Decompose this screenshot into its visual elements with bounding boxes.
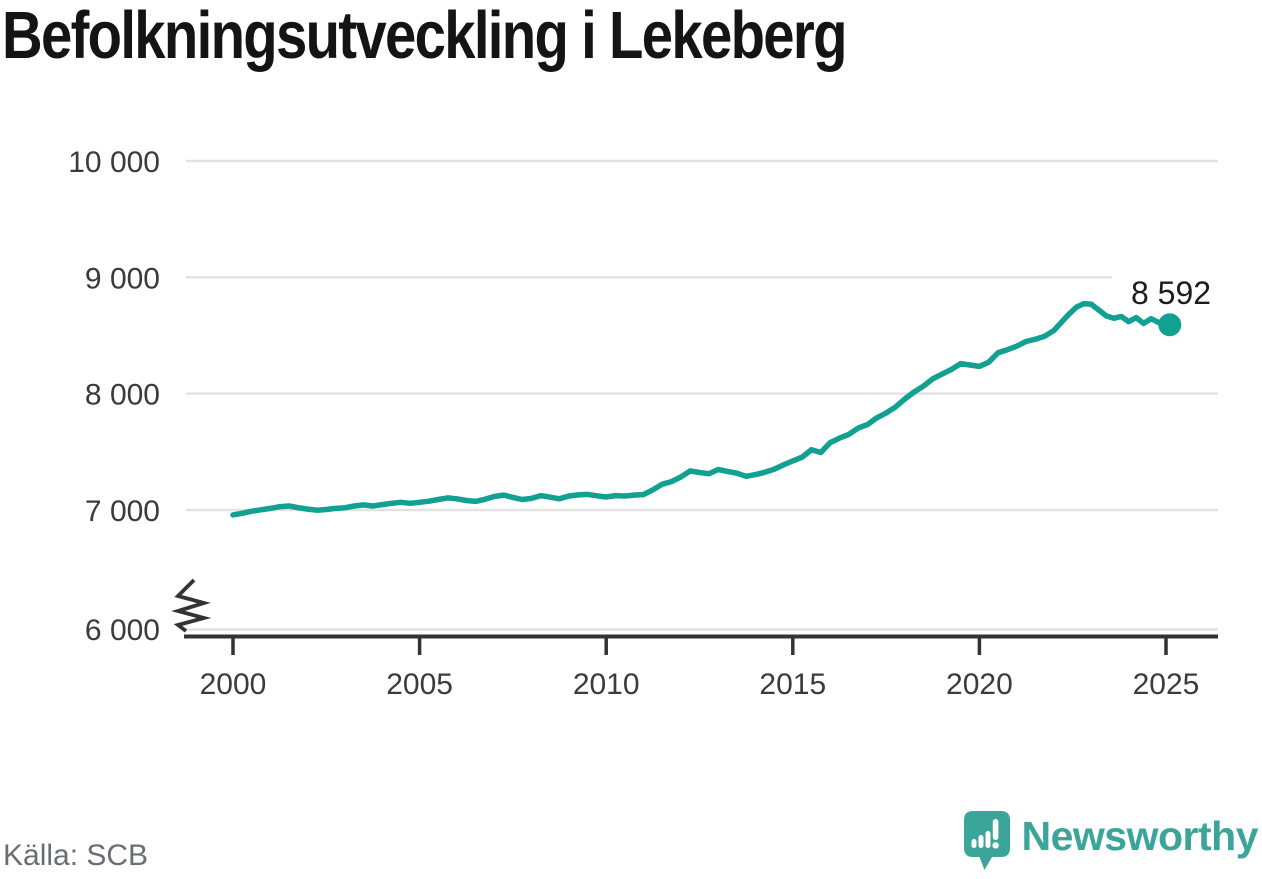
x-tick-label: 2020: [946, 668, 1013, 701]
chart-title: Befolkningsutveckling i Lekeberg: [2, 0, 847, 73]
y-tick-label: 9 000: [85, 262, 160, 295]
population-line: [230, 300, 1173, 518]
x-tick-label: 2010: [573, 668, 640, 701]
end-label-halo: [1112, 272, 1228, 314]
x-tick-label: 2005: [386, 668, 453, 701]
y-tick-label: 10 000: [68, 146, 160, 179]
latest-value-label: 8 592: [1131, 275, 1211, 311]
x-tick-label: 2015: [759, 668, 826, 701]
y-axis-break-icon: [171, 578, 212, 633]
latest-point-marker: [1158, 313, 1182, 337]
y-tick-label: 7 000: [85, 495, 160, 528]
newsworthy-logo: Newsworthy: [963, 810, 1259, 871]
population-line-chart: 2000 2005 2010 2015 2020 2025 10 000 9 000 8 000…: [68, 145, 1228, 701]
x-tick-label: 2025: [1133, 668, 1200, 701]
source-note: Källa: SCB: [3, 839, 149, 872]
x-tick-label: 2000: [200, 668, 267, 701]
y-tick-label: 6 000: [85, 614, 160, 647]
newsworthy-wordmark: Newsworthy: [1021, 813, 1259, 859]
y-tick-label: 8 000: [85, 379, 160, 412]
newsworthy-logo-icon: [963, 811, 1010, 870]
